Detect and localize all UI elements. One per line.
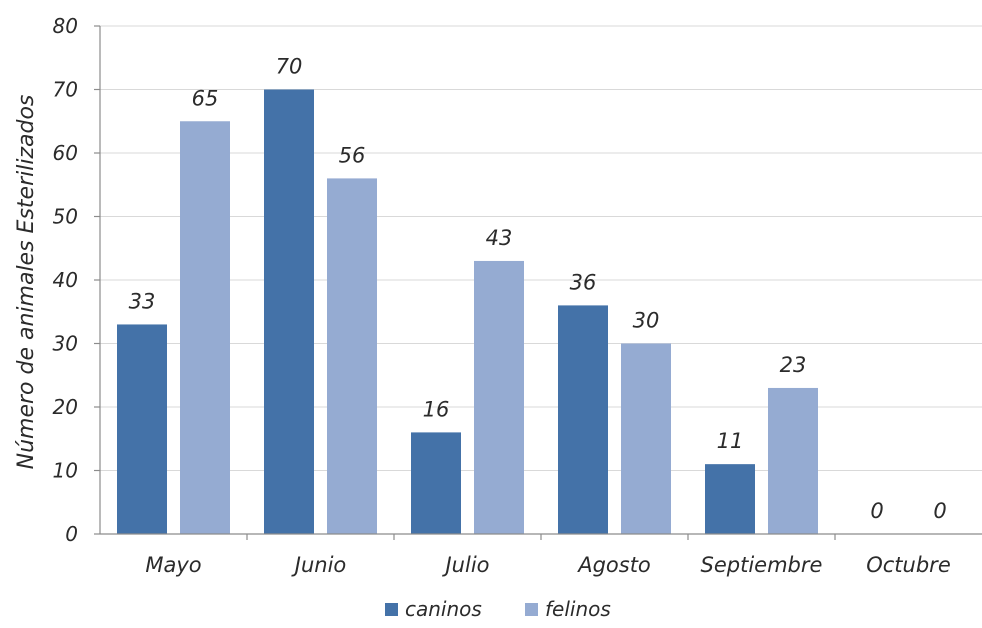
y-tick-label: 20 (53, 395, 78, 419)
x-tick-label: Agosto (576, 553, 651, 577)
data-label: 11 (717, 429, 744, 453)
x-tick-label: Junio (291, 553, 347, 577)
bar-felinos-junio (327, 178, 377, 534)
data-label: 56 (339, 143, 366, 167)
data-label: 70 (276, 55, 303, 79)
x-tick-label: Septiembre (701, 553, 823, 577)
legend: caninos felinos (385, 597, 611, 621)
y-tick-label: 30 (53, 332, 78, 356)
data-label: 0 (933, 499, 946, 523)
bar-caninos-septiembre (705, 464, 755, 534)
x-tick-label: Mayo (145, 553, 201, 577)
legend-swatch-caninos (385, 603, 398, 616)
legend-label-felinos: felinos (545, 597, 611, 621)
bar-caninos-mayo (117, 324, 167, 534)
legend-label-caninos: caninos (405, 597, 482, 621)
data-label: 0 (870, 499, 883, 523)
bars (117, 89, 818, 534)
y-tick-label: 60 (53, 141, 78, 165)
x-axis-ticks: Mayo Junio Julio Agosto Septiembre Octubre (145, 534, 951, 577)
y-tick-label: 50 (53, 205, 78, 229)
legend-swatch-felinos (525, 603, 538, 616)
bar-caninos-julio (411, 432, 461, 534)
bar-felinos-agosto (621, 343, 671, 534)
data-label: 30 (633, 309, 660, 333)
data-labels: 33 65 70 56 16 43 36 30 11 23 0 0 (129, 55, 947, 524)
gridlines (100, 25, 982, 471)
y-tick-label: 70 (53, 78, 78, 102)
y-tick-label: 0 (65, 522, 78, 546)
data-label: 65 (192, 86, 219, 110)
y-tick-label: 80 (53, 14, 78, 38)
y-tick-label: 40 (53, 268, 78, 292)
bar-felinos-julio (474, 260, 524, 534)
y-axis-title: Número de animales Esterilizados (14, 95, 39, 470)
bar-felinos-septiembre (768, 387, 818, 534)
data-label: 23 (780, 353, 807, 377)
y-axis-ticks: 0 10 20 30 40 50 60 70 80 (53, 14, 100, 546)
data-label: 16 (423, 397, 450, 421)
y-tick-label: 10 (53, 459, 78, 483)
x-tick-label: Octubre (866, 553, 951, 577)
bar-felinos-mayo (180, 121, 230, 534)
data-label: 43 (486, 226, 513, 250)
data-label: 36 (570, 270, 597, 294)
bar-caninos-agosto (558, 305, 608, 534)
x-tick-label: Julio (441, 553, 489, 577)
data-label: 33 (129, 289, 156, 313)
bar-caninos-junio (264, 89, 314, 534)
